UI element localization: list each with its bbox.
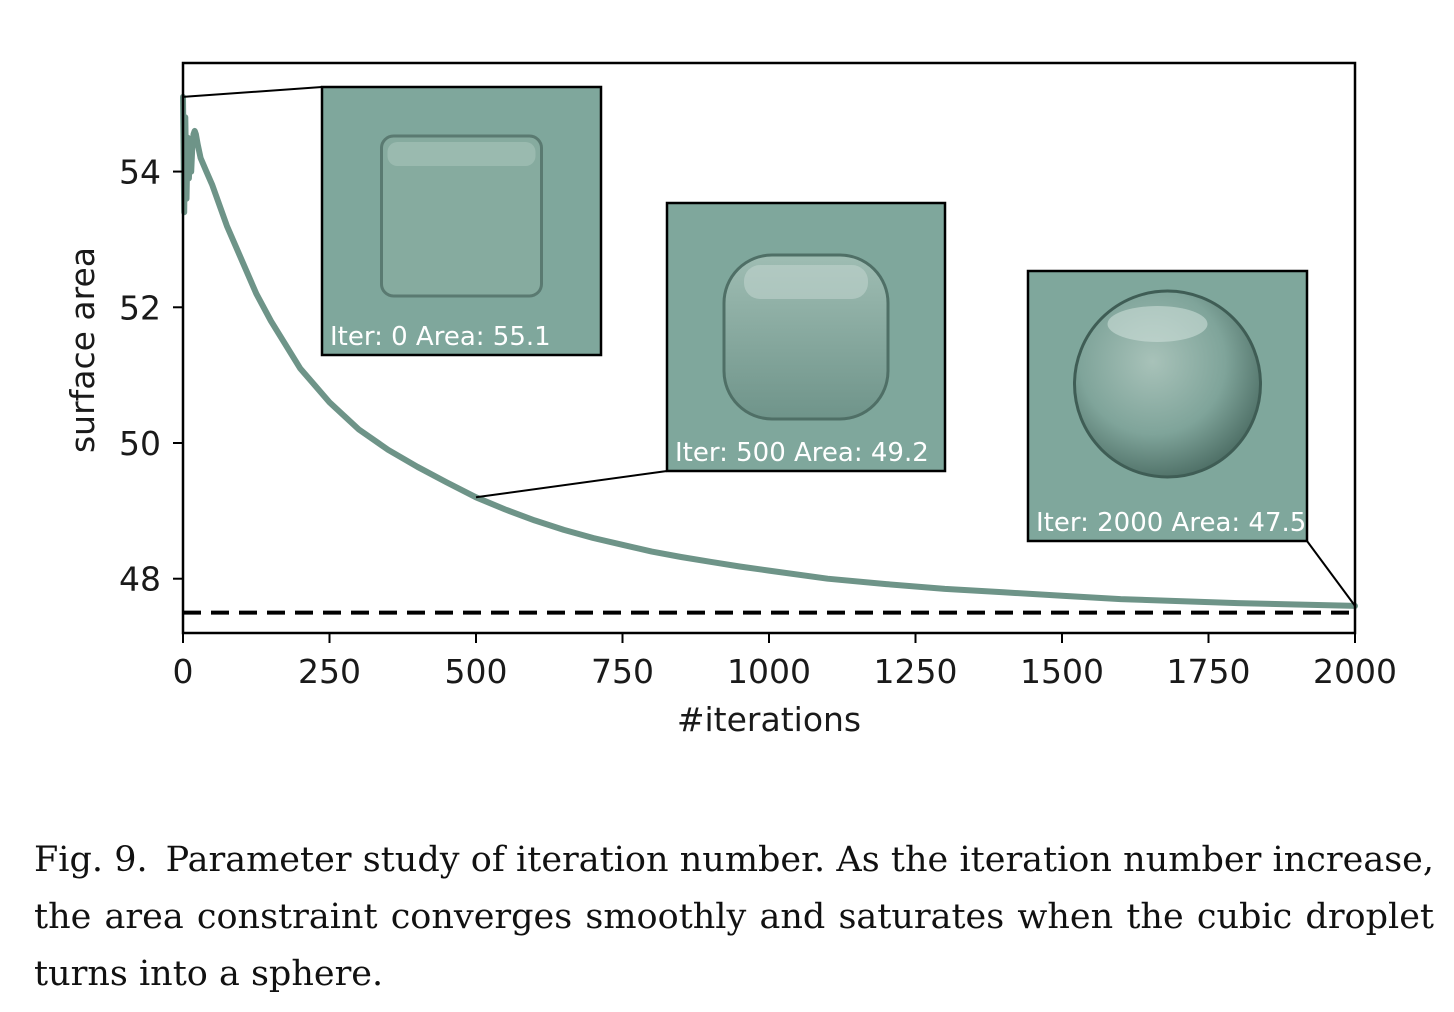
- cube-highlight-icon: [387, 142, 536, 166]
- x-axis-title: #iterations: [677, 700, 861, 739]
- inset-leader-line: [1306, 540, 1356, 607]
- figure-number: Fig. 9.: [34, 840, 148, 880]
- y-tick-label: 54: [119, 153, 161, 192]
- y-tick-label: 50: [119, 424, 161, 463]
- y-tick-label: 52: [119, 288, 161, 327]
- inset-leader-line: [182, 86, 323, 98]
- x-tick-label: 500: [445, 652, 508, 691]
- inset-leader-line: [475, 470, 668, 499]
- inset-label: Iter: 0 Area: 55.1: [330, 322, 551, 352]
- figure-caption: Fig. 9. Parameter study of iteration numb…: [34, 832, 1434, 1003]
- chart: 0 250 500 750 1000 1250 1500 1750 2000 48 50 52 54 #i…: [63, 61, 1397, 739]
- inset-cube: Iter: 0 Area: 55.1: [182, 85, 603, 357]
- x-tick-label: 1250: [874, 652, 958, 691]
- x-tick-label: 2000: [1313, 652, 1397, 691]
- x-tick-label: 1500: [1020, 652, 1104, 691]
- plot-area: [180, 93, 1358, 615]
- y-axis-title: surface area: [63, 247, 102, 453]
- x-tick-label: 750: [591, 652, 654, 691]
- cube-droplet-icon: [380, 134, 543, 298]
- x-tick-label: 250: [298, 652, 361, 691]
- y-tick-label: 48: [119, 560, 161, 599]
- inset-sphere: Iter: 2000 Area: 47.5: [1026, 269, 1356, 607]
- x-tick-label: 1000: [727, 652, 811, 691]
- insets: Iter: 0 Area: 55.1 Iter: 500 Area: 49.2 It…: [182, 85, 1356, 607]
- inset-rounded-cube: Iter: 500 Area: 49.2: [475, 201, 947, 499]
- axes: 0 250 500 750 1000 1250 1500 1750 2000 48 50 52 54 #i…: [63, 61, 1397, 739]
- figure: 0 250 500 750 1000 1250 1500 1750 2000 48 50 52 54 #i…: [63, 61, 1397, 739]
- x-tick-label: 1750: [1167, 652, 1251, 691]
- rounded-highlight-icon: [744, 265, 868, 299]
- sphere-droplet-icon: [1073, 289, 1262, 479]
- series-line-0: [180, 93, 1358, 609]
- caption-text: Parameter study of iteration number. As …: [34, 840, 1434, 994]
- inset-label: Iter: 500 Area: 49.2: [675, 438, 929, 468]
- inset-label: Iter: 2000 Area: 47.5: [1036, 508, 1306, 538]
- sphere-highlight-icon: [1107, 306, 1208, 342]
- x-tick-label: 0: [173, 652, 194, 691]
